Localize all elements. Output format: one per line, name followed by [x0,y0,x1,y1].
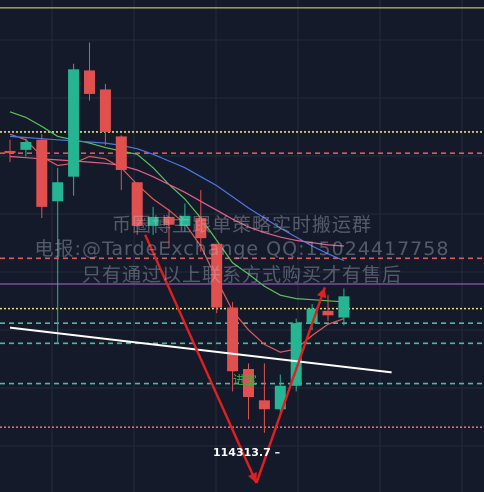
candle-body [306,308,318,324]
candle-body [227,307,239,372]
candle [322,295,334,321]
chan-label: 进宝 [233,373,258,387]
candle-body [338,296,350,318]
candle-body [115,136,127,170]
candle-body [4,150,16,154]
candle-body [163,216,175,225]
candle [84,42,95,101]
trendline-layer [9,326,392,374]
candle [20,138,32,157]
candle [258,363,270,433]
candle-body [274,385,286,410]
candles-layer [4,42,350,433]
candle [4,139,16,163]
candle [147,206,159,235]
candle-body [20,142,32,150]
moving-averages-layer [9,111,345,353]
moving-average-line [9,111,344,303]
arrow-head [317,287,327,299]
candle-body [36,139,48,207]
low-price-label: 114313.7 – [213,446,281,459]
candle-body [290,323,302,386]
candle [36,134,48,219]
candle [131,182,143,235]
candle [163,209,175,249]
candle-body [179,215,191,226]
watermark-line-2: 电报:@TardeExchange QQ:15024417758 [34,238,450,260]
candle [227,301,239,392]
candle [211,243,223,314]
candle [290,318,302,392]
candle [243,363,254,420]
candle [52,167,64,344]
candle-body [84,70,95,94]
candle [195,190,207,252]
candle-body [131,182,143,226]
moving-average-line [9,155,344,247]
candle-body [52,182,64,202]
candle-body [195,218,207,239]
arrows-layer [144,234,327,484]
candle-body [322,310,334,316]
candle-body [147,216,159,226]
arrow-line [144,234,258,484]
candle-body [211,243,223,308]
candle [99,83,111,146]
moving-average-line [9,135,345,262]
moving-average-line [9,133,345,353]
candle-body [99,89,111,132]
arrow-head [248,472,257,484]
candle [338,288,350,326]
trendline [9,326,392,374]
candle-body [258,400,270,410]
candle-body [243,369,254,397]
candle [179,203,191,232]
arrow-line [255,286,326,484]
watermark-line-3: 只有通过以上联系方式购买才有售后 [81,264,402,286]
horizontal-levels-layer [0,7,484,428]
candle [115,135,127,191]
candle [68,63,80,196]
watermark-line-1: 币圈博主跟单策略实时搬运群 [111,214,372,236]
candle-body [68,69,80,177]
candle [274,374,286,414]
